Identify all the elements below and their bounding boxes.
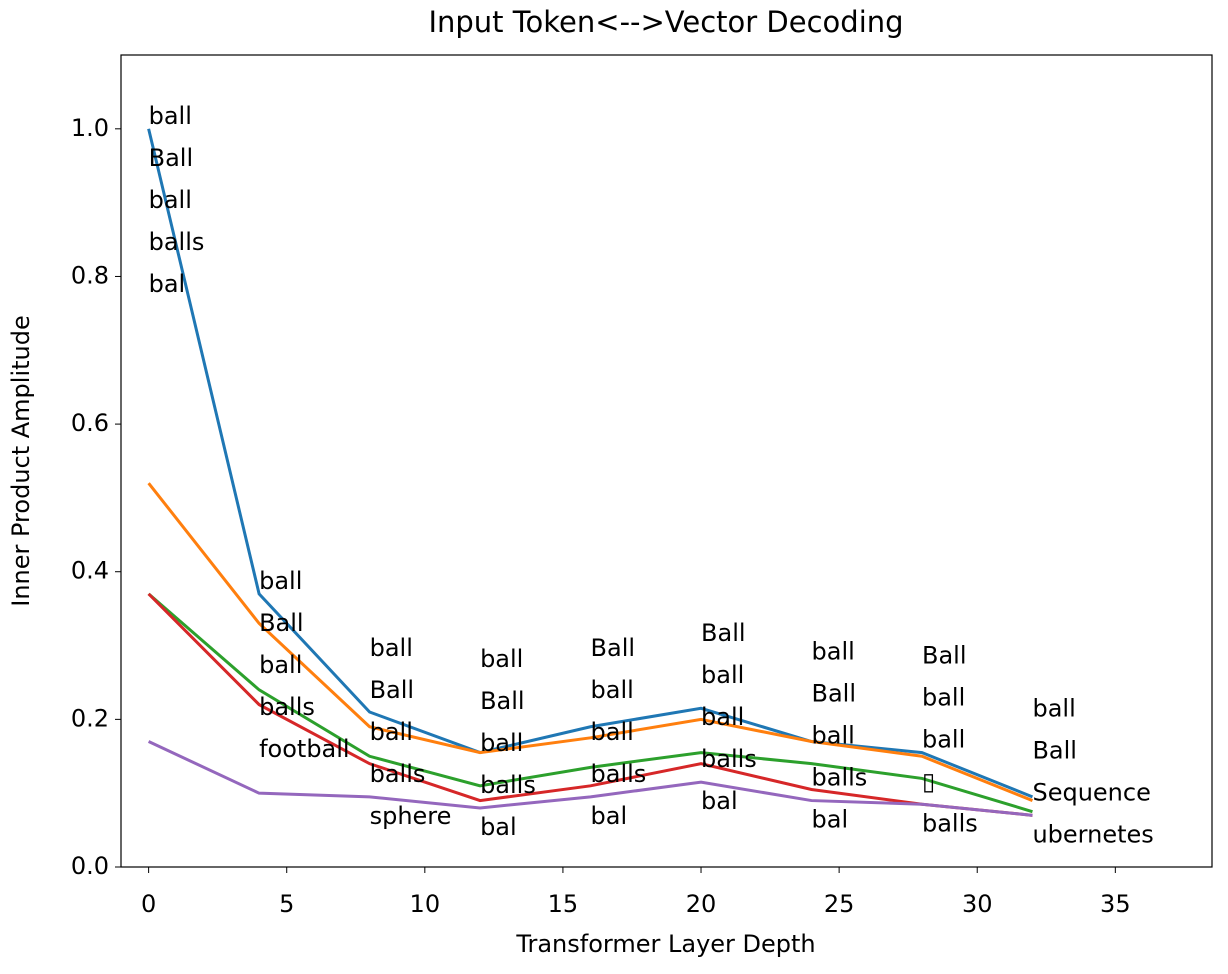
token-label: Ball	[1032, 736, 1077, 764]
token-label: Ball	[922, 641, 967, 669]
token-label: balls	[149, 228, 205, 256]
token-label: Ball	[591, 634, 636, 662]
token-label: football	[259, 735, 350, 763]
token-label: bal	[812, 806, 849, 834]
token-label: balls	[480, 771, 536, 799]
token-label: ball	[149, 102, 192, 130]
token-label: ball	[1032, 694, 1075, 722]
token-label: balls	[370, 760, 426, 788]
token-label: Ball	[259, 609, 304, 637]
token-label: bal	[591, 802, 628, 830]
x-axis-label: Transformer Layer Depth	[515, 930, 815, 958]
y-tick-label: 1.0	[71, 114, 109, 142]
chart-title: Input Token<-->Vector Decoding	[428, 5, 903, 39]
token-label: ball	[370, 718, 413, 746]
token-label: ball	[591, 718, 634, 746]
token-label: bal	[480, 813, 517, 841]
token-label: Ball	[701, 619, 746, 647]
x-tick-label: 15	[548, 890, 579, 918]
token-label: ball	[480, 729, 523, 757]
token-label: Ball	[149, 144, 194, 172]
token-label: Ball	[370, 676, 415, 704]
token-label: ball	[922, 725, 965, 753]
x-tick-label: 35	[1100, 890, 1131, 918]
token-label: ball	[259, 651, 302, 679]
token-label: ball	[259, 567, 302, 595]
series-line	[147, 128, 1034, 799]
x-tick-label: 10	[410, 890, 441, 918]
x-tick-label: 0	[141, 890, 156, 918]
series-line	[147, 482, 1034, 802]
y-axis-label: Inner Product Amplitude	[7, 315, 35, 607]
token-label: Ball	[480, 687, 525, 715]
token-label: balls	[701, 745, 757, 773]
token-label: ball	[701, 661, 744, 689]
token-label: ball	[370, 634, 413, 662]
token-label: ball	[701, 703, 744, 731]
token-label: ball	[812, 638, 855, 666]
token-label: Sequence	[1032, 778, 1150, 806]
y-tick-label: 0.6	[71, 409, 109, 437]
x-tick-label: 25	[824, 890, 855, 918]
token-label: ▯	[922, 767, 935, 795]
token-label: ball	[480, 645, 523, 673]
x-tick-label: 20	[686, 890, 717, 918]
token-label: balls	[591, 760, 647, 788]
y-tick-label: 0.4	[71, 557, 109, 585]
y-tick-label: 0.8	[71, 261, 109, 289]
token-label: bal	[149, 270, 186, 298]
token-label: balls	[922, 809, 978, 837]
token-label: sphere	[370, 802, 452, 830]
series-line	[147, 592, 1033, 814]
y-tick-label: 0.0	[71, 852, 109, 880]
token-label: balls	[259, 693, 315, 721]
x-tick-label: 5	[279, 890, 294, 918]
token-label: ball	[149, 186, 192, 214]
y-tick-label: 0.2	[71, 704, 109, 732]
token-label: balls	[812, 764, 868, 792]
token-label: bal	[701, 787, 738, 815]
token-label: Ball	[812, 680, 857, 708]
plot-frame	[120, 54, 1213, 868]
token-label: ball	[812, 722, 855, 750]
series-line	[147, 592, 1033, 817]
series-line	[147, 740, 1033, 817]
token-label: ball	[591, 676, 634, 704]
x-tick-label: 30	[962, 890, 993, 918]
token-label: ball	[922, 683, 965, 711]
token-label: ubernetes	[1032, 820, 1153, 848]
